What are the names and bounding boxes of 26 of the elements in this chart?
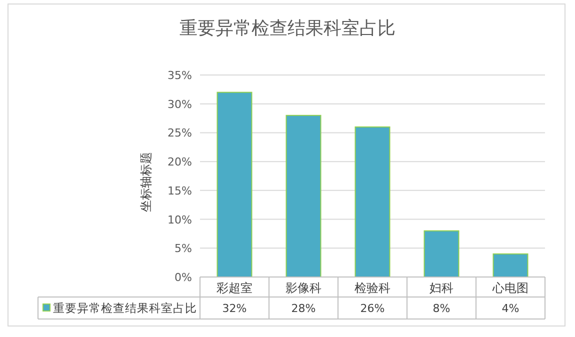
chart-title: 重要异常检查结果科室占比	[180, 18, 396, 39]
y-tick-label: 5%	[174, 242, 192, 256]
data-label: 32%	[222, 302, 247, 315]
y-tick-label: 25%	[168, 126, 192, 140]
bar	[424, 230, 460, 278]
y-tick-label: 0%	[174, 271, 192, 284]
y-tick-label: 10%	[168, 213, 192, 226]
y-axis-title: 坐标轴标题	[139, 152, 153, 212]
data-label: 28%	[291, 302, 316, 315]
x-tick-label: 检验科	[354, 281, 390, 295]
data-label: 26%	[360, 302, 385, 315]
legend-label: 重要异常检查结果科室占比	[53, 301, 197, 315]
x-tick-label: 影像科	[286, 281, 322, 295]
x-tick-label: 妇科	[430, 281, 454, 295]
bar	[492, 253, 528, 278]
x-tick-label: 彩超室	[216, 281, 252, 295]
y-tick-label: 15%	[168, 184, 192, 198]
y-tick-label: 20%	[168, 156, 192, 169]
bar	[216, 92, 252, 278]
y-tick-label: 30%	[168, 98, 192, 111]
y-tick-label: 35%	[168, 69, 192, 82]
data-label: 4%	[502, 302, 520, 315]
bar	[354, 126, 390, 278]
data-label: 8%	[432, 302, 450, 315]
bar	[286, 114, 322, 278]
x-tick-label: 心电图	[492, 281, 528, 295]
